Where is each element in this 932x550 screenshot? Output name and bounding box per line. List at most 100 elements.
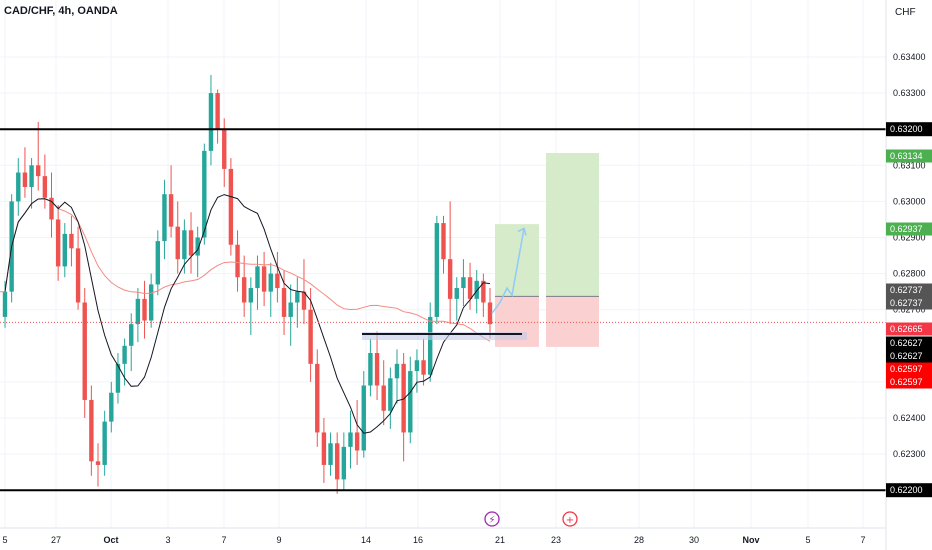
target-zone[interactable] [546, 153, 599, 297]
candle-body [328, 443, 333, 465]
price-tick-label: 0.62800 [893, 269, 926, 279]
candle-body [135, 298, 141, 325]
horizontal-levels[interactable] [0, 128, 886, 492]
candle-body [388, 378, 393, 411]
price-tag [886, 149, 932, 163]
candle-body [188, 230, 194, 256]
time-axis[interactable]: 5 27 Oct 3 7 9 14 16 21 23 28 30 Nov 5 7 [2, 535, 865, 545]
candle-body [428, 316, 433, 375]
price-tag-label: 0.62627 [890, 351, 923, 361]
candle-body [36, 165, 41, 177]
price-tag [886, 322, 932, 336]
forecast-arrow-head [517, 227, 527, 236]
time-tick-label: Nov [742, 535, 759, 545]
candle-body [208, 93, 214, 151]
price-tick-label: 0.62900 [893, 233, 926, 243]
candle-body [461, 277, 466, 289]
candle-body [334, 443, 340, 480]
position-zones[interactable] [495, 153, 599, 347]
price-tick-label: 0.63000 [893, 196, 926, 206]
price-tag-label: 0.62597 [890, 377, 923, 387]
time-tick-label: 7 [221, 535, 226, 545]
candle-body [408, 371, 413, 433]
candle-body [182, 230, 187, 260]
candle-body [82, 302, 87, 400]
time-tick-label: 7 [860, 535, 865, 545]
time-tick-label: 5 [805, 535, 810, 545]
candle-body [275, 273, 280, 289]
candle-body [248, 288, 254, 303]
price-tag-label: 0.62665 [890, 324, 923, 334]
time-tick-label: 9 [276, 535, 281, 545]
level-price-tag [886, 122, 932, 137]
support-zone-box[interactable] [362, 332, 527, 341]
stop-zone[interactable] [546, 296, 599, 347]
time-tick-label: 14 [361, 535, 371, 545]
canada-flag-event-icon[interactable]: + [562, 511, 578, 527]
candle-body [421, 360, 426, 375]
time-tick-label: 28 [634, 535, 644, 545]
price-tag [886, 222, 932, 236]
price-tick-label: 0.63300 [893, 88, 926, 98]
drawing-overlays[interactable] [0, 227, 886, 341]
candle-body [381, 385, 386, 411]
candle-body [288, 302, 293, 317]
candle-body [122, 345, 127, 364]
price-tick-label: 0.63400 [893, 52, 926, 62]
event-marker-circle [484, 511, 500, 527]
level-price-tag-label: 0.63200 [890, 124, 923, 134]
price-tag [886, 349, 932, 363]
candle-body [308, 309, 313, 364]
time-tick-label: 30 [689, 535, 699, 545]
candle-body [321, 432, 327, 465]
price-tag-label: 0.62597 [890, 364, 923, 374]
event-markers[interactable]: ⚡ + [484, 511, 578, 527]
price-axis-panel[interactable] [886, 0, 932, 550]
currency-label[interactable]: CHF [895, 7, 916, 18]
candle-body [315, 363, 320, 433]
price-tag-label: 0.62937 [890, 224, 923, 234]
price-tag-label: 0.63134 [890, 151, 923, 161]
candle-body [301, 291, 307, 310]
candle-body [62, 233, 67, 267]
candle-body [341, 446, 347, 480]
candle-body [361, 385, 366, 451]
candle-body [115, 363, 121, 393]
candle-body [49, 197, 54, 220]
lightning-event-icon[interactable]: ⚡ [484, 511, 500, 527]
price-tag [886, 283, 932, 297]
level-price-tag [886, 483, 932, 498]
event-marker-circle [562, 511, 578, 527]
candle-body [441, 223, 446, 260]
candle-body [474, 280, 479, 299]
forecast-path[interactable] [491, 228, 525, 314]
price-tag [886, 296, 932, 310]
time-tick-label: 3 [165, 535, 170, 545]
candle-body [2, 291, 8, 317]
candle-body [195, 237, 200, 256]
candle-body [414, 360, 420, 372]
price-tag-label: 0.62737 [890, 285, 923, 295]
candle-body [401, 363, 406, 433]
candle-body [487, 302, 493, 325]
candle-body [16, 172, 21, 202]
price-tags: 0.632000.622000.631340.629370.627370.627… [886, 122, 932, 498]
candle-body [75, 248, 81, 303]
price-tick-label: 0.62700 [893, 305, 926, 315]
candle-body [481, 280, 486, 303]
time-tick-label: 23 [551, 535, 561, 545]
candle-body [215, 93, 220, 130]
event-marker-glyph: ⚡ [488, 515, 495, 526]
price-tick-label: 0.62300 [893, 449, 926, 459]
moving-average-long [0, 198, 491, 342]
candle-body [102, 421, 107, 465]
event-marker-glyph: + [566, 515, 574, 526]
candle-body [95, 461, 101, 465]
target-zone[interactable] [495, 224, 539, 297]
time-tick-label: 27 [51, 535, 61, 545]
time-tick-label: 5 [2, 535, 7, 545]
time-tick-label: 21 [495, 535, 505, 545]
candle-body [42, 176, 48, 198]
candle-body [454, 288, 459, 299]
